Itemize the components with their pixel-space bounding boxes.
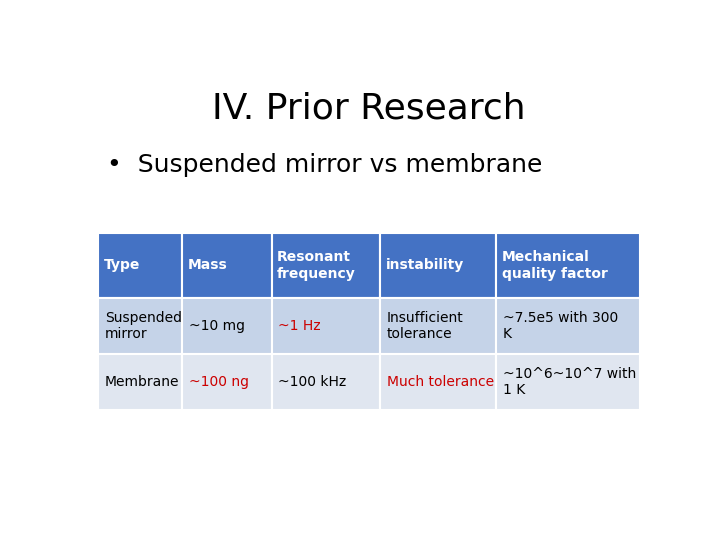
Text: ~100 ng: ~100 ng [189, 375, 249, 389]
FancyBboxPatch shape [182, 233, 271, 298]
FancyBboxPatch shape [496, 354, 639, 410]
FancyBboxPatch shape [380, 298, 496, 354]
Text: Type: Type [104, 259, 140, 272]
FancyBboxPatch shape [380, 354, 496, 410]
FancyBboxPatch shape [271, 354, 380, 410]
Text: IV. Prior Research: IV. Prior Research [212, 91, 526, 125]
FancyBboxPatch shape [380, 233, 496, 298]
Text: Insufficient
tolerance: Insufficient tolerance [387, 310, 463, 341]
Text: ~10 mg: ~10 mg [189, 319, 245, 333]
FancyBboxPatch shape [496, 298, 639, 354]
FancyBboxPatch shape [182, 298, 271, 354]
FancyBboxPatch shape [271, 233, 380, 298]
FancyBboxPatch shape [99, 354, 182, 410]
Text: ~100 kHz: ~100 kHz [278, 375, 346, 389]
Text: ~1 Hz: ~1 Hz [278, 319, 321, 333]
Text: Much tolerance: Much tolerance [387, 375, 494, 389]
FancyBboxPatch shape [496, 233, 639, 298]
Text: instability: instability [385, 259, 464, 272]
FancyBboxPatch shape [99, 298, 182, 354]
FancyBboxPatch shape [182, 354, 271, 410]
Text: Resonant
frequency: Resonant frequency [277, 251, 356, 280]
Text: ~10^6~10^7 with
1 K: ~10^6~10^7 with 1 K [503, 367, 636, 397]
Text: Mechanical
quality factor: Mechanical quality factor [502, 251, 608, 280]
FancyBboxPatch shape [99, 233, 182, 298]
Text: Suspended
mirror: Suspended mirror [105, 310, 182, 341]
FancyBboxPatch shape [271, 298, 380, 354]
Text: Membrane: Membrane [105, 375, 179, 389]
Text: Mass: Mass [188, 259, 228, 272]
Text: ~7.5e5 with 300
K: ~7.5e5 with 300 K [503, 310, 618, 341]
Text: •  Suspended mirror vs membrane: • Suspended mirror vs membrane [107, 153, 542, 177]
